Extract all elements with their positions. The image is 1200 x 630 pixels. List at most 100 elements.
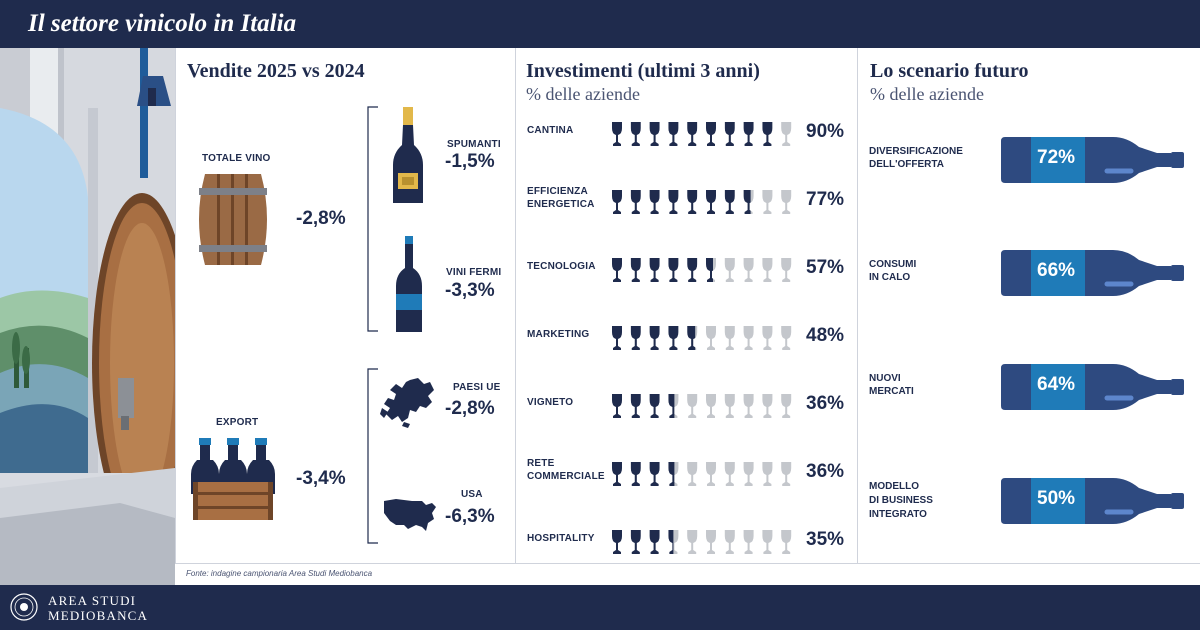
wine-glass-icon bbox=[630, 258, 641, 282]
wine-glass-icon bbox=[781, 394, 792, 418]
wine-glass-icon bbox=[612, 326, 622, 350]
wine-glass-icon bbox=[612, 394, 622, 418]
lying-bottle-icon bbox=[1001, 364, 1184, 410]
wine-glass-icon bbox=[724, 122, 735, 146]
wine-glass-icon bbox=[743, 462, 754, 486]
category-label: RETE bbox=[527, 458, 555, 469]
future-item-pct: 66% bbox=[1037, 260, 1076, 281]
divider-left bbox=[175, 48, 176, 563]
sparkling-bottle-icon bbox=[393, 107, 423, 203]
wine-glass-icon bbox=[630, 122, 641, 146]
wine-glass-icon bbox=[762, 122, 773, 146]
divider-middle bbox=[515, 48, 516, 563]
wine-glass-icon bbox=[668, 190, 679, 214]
wine-glass-icon bbox=[687, 258, 698, 282]
future-item-label-line1: CONSUMI bbox=[869, 259, 917, 270]
wine-glass-icon bbox=[668, 530, 679, 554]
brand-line2: MEDIOBANCA bbox=[48, 608, 149, 623]
future-subtitle: % delle aziende bbox=[870, 84, 984, 104]
barrel-icon bbox=[199, 174, 267, 265]
wine-glass-icon bbox=[743, 190, 754, 214]
wine-glass-icon bbox=[706, 326, 716, 350]
export-label: EXPORT bbox=[216, 417, 259, 428]
europe-map-icon bbox=[380, 378, 434, 428]
future-item-pct: 72% bbox=[1037, 147, 1076, 168]
wine-glass-icon bbox=[687, 394, 698, 418]
wine-glass-icon bbox=[762, 530, 773, 554]
wine-glass-icon bbox=[612, 122, 622, 146]
wine-glass-icon bbox=[668, 326, 679, 350]
wine-glass-icon bbox=[743, 122, 754, 146]
investments-title: Investimenti (ultimi 3 anni) bbox=[526, 60, 760, 82]
wine-crate-icon bbox=[191, 438, 275, 520]
usa-value: -6,3% bbox=[445, 506, 495, 527]
wine-glass-icon bbox=[687, 530, 698, 554]
category-label: ENERGETICA bbox=[527, 199, 595, 210]
wine-glass-icon bbox=[743, 326, 754, 350]
page-title: Il settore vinicolo in Italia bbox=[28, 10, 297, 37]
wine-glass-icon bbox=[781, 258, 792, 282]
wine-glass-icon bbox=[724, 258, 735, 282]
value-label: 57% bbox=[806, 257, 845, 278]
value-label: 90% bbox=[806, 121, 845, 142]
glass-row bbox=[612, 326, 792, 350]
glass-row bbox=[612, 530, 792, 554]
spumanti-label: SPUMANTI bbox=[447, 139, 501, 150]
category-label: MARKETING bbox=[527, 329, 590, 340]
paesi-ue-value: -2,8% bbox=[445, 398, 495, 419]
future-item-label-line2: MERCATI bbox=[869, 386, 914, 397]
wine-glass-icon bbox=[649, 122, 660, 146]
wine-glass-icon bbox=[762, 258, 773, 282]
value-label: 48% bbox=[806, 325, 845, 346]
wine-glass-icon bbox=[649, 530, 660, 554]
glass-row bbox=[612, 462, 792, 486]
bracket-top bbox=[367, 106, 378, 332]
future-item-label-line2: DI BUSINESS bbox=[869, 495, 933, 506]
wine-glass-icon bbox=[762, 326, 773, 350]
future-item-pct: 50% bbox=[1037, 488, 1076, 509]
wine-glass-icon bbox=[706, 122, 716, 146]
value-label: 36% bbox=[806, 393, 845, 414]
value-label: 77% bbox=[806, 189, 845, 210]
footer-bar: AREA STUDI MEDIOBANCA bbox=[0, 585, 1200, 630]
category-label: HOSPITALITY bbox=[527, 533, 595, 544]
vini-fermi-label: VINI FERMI bbox=[446, 267, 502, 278]
future-item-label-line3: INTEGRATO bbox=[869, 509, 927, 520]
wine-glass-icon bbox=[743, 530, 754, 554]
wine-glass-icon bbox=[687, 190, 698, 214]
brand-logo: AREA STUDI MEDIOBANCA bbox=[48, 593, 148, 623]
wine-glass-icon bbox=[762, 190, 773, 214]
wine-glass-icon bbox=[649, 394, 660, 418]
wine-glass-icon bbox=[706, 530, 716, 554]
wine-glass-icon bbox=[743, 394, 754, 418]
future-item-label-line1: NUOVI bbox=[869, 373, 901, 384]
divider-right bbox=[857, 48, 858, 563]
vini-fermi-value: -3,3% bbox=[445, 280, 495, 301]
wine-bottle-icon bbox=[396, 236, 422, 332]
wine-glass-icon bbox=[781, 530, 792, 554]
lying-bottle-icon bbox=[1001, 250, 1184, 296]
wine-glass-icon bbox=[687, 326, 698, 350]
wine-glass-icon bbox=[649, 326, 660, 350]
future-item-label-line1: DIVERSIFICAZIONE bbox=[869, 146, 963, 157]
wine-glass-icon bbox=[612, 462, 622, 486]
category-label: VIGNETO bbox=[527, 397, 574, 408]
usa-map-icon bbox=[384, 499, 436, 531]
source-divider bbox=[175, 563, 1200, 564]
wine-glass-icon bbox=[649, 462, 660, 486]
wine-glass-icon bbox=[724, 190, 735, 214]
wine-glass-icon bbox=[668, 258, 679, 282]
wine-glass-icon bbox=[762, 462, 773, 486]
lying-bottle-icon bbox=[1001, 478, 1184, 524]
glass-row bbox=[612, 394, 792, 418]
wine-glass-icon bbox=[668, 394, 679, 418]
wine-glass-icon bbox=[630, 326, 641, 350]
future-item-label-line2: IN CALO bbox=[869, 272, 911, 283]
wine-glass-icon bbox=[724, 462, 735, 486]
lying-bottle-icon bbox=[1001, 137, 1184, 183]
source-note: Fonte: indagine campionaria Area Studi M… bbox=[186, 569, 373, 578]
future-item-label-line2: DELL'OFFERTA bbox=[869, 159, 944, 170]
wine-glass-icon bbox=[781, 462, 792, 486]
wine-glass-icon bbox=[724, 394, 735, 418]
glass-row bbox=[612, 122, 792, 146]
